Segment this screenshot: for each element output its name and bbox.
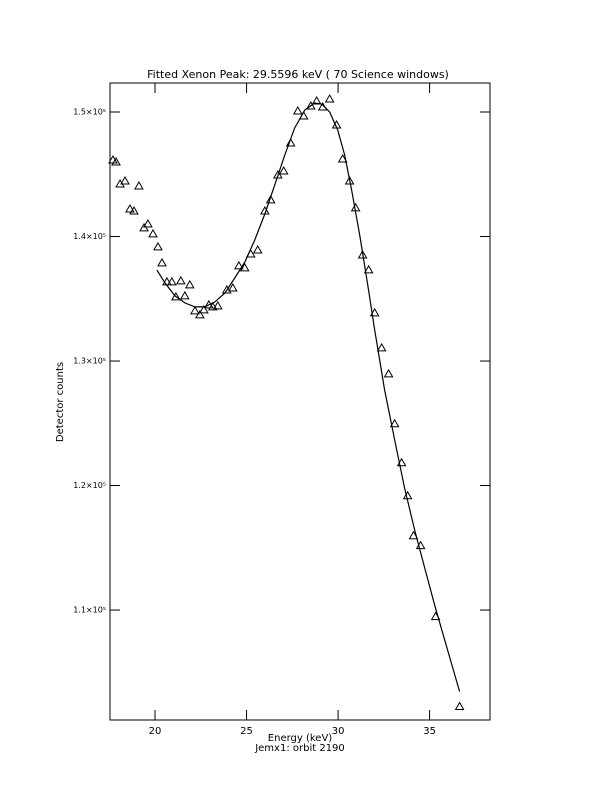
data-point — [402, 490, 413, 500]
data-point — [350, 202, 361, 212]
data-point — [227, 282, 238, 292]
data-point — [221, 284, 232, 294]
data-point — [396, 457, 407, 467]
data-point — [324, 94, 335, 103]
data-point — [239, 262, 250, 272]
plot-frame — [109, 82, 491, 721]
subtitle: Jemx1: orbit 2190 — [254, 743, 345, 754]
data-point — [430, 611, 441, 621]
data-point — [331, 119, 342, 129]
data-point — [153, 241, 163, 251]
data-point — [203, 299, 214, 309]
data-point — [383, 368, 394, 378]
data-point — [120, 175, 130, 185]
data-point — [157, 257, 167, 267]
data-point — [129, 205, 139, 215]
data-point — [285, 138, 296, 147]
y-tick-label: 1.4×10⁵ — [73, 232, 106, 241]
data-point — [259, 205, 270, 215]
x-tick-label: 30 — [332, 726, 345, 737]
x-tick-label: 20 — [149, 726, 162, 737]
data-point — [278, 166, 289, 175]
data-point — [125, 203, 135, 213]
data-point — [175, 275, 186, 285]
data-point — [171, 291, 181, 301]
data-point — [363, 264, 374, 274]
data-point — [199, 304, 209, 314]
y-tick-label: 1.1×10⁵ — [73, 606, 106, 615]
data-point — [389, 418, 400, 428]
y-tick-label: 1.2×10⁵ — [73, 481, 106, 490]
x-tick-label: 35 — [423, 726, 436, 737]
data-point — [167, 276, 177, 286]
data-point — [195, 309, 205, 319]
data-point — [111, 156, 121, 166]
y-tick-label: 1.5×10⁵ — [73, 108, 106, 117]
chart-title: Fitted Xenon Peak: 29.5596 keV ( 70 Scie… — [147, 68, 449, 81]
data-point — [376, 342, 387, 352]
data-point — [234, 260, 244, 270]
data-point — [317, 102, 328, 111]
data-point — [454, 701, 465, 711]
data-point — [252, 244, 263, 254]
y-tick-label: 1.3×10⁵ — [73, 357, 106, 366]
fit-curve — [156, 102, 461, 692]
data-point — [245, 248, 256, 258]
data-point — [115, 178, 125, 188]
data-point — [298, 110, 309, 120]
data-point — [162, 276, 172, 286]
data-point — [344, 175, 355, 185]
y-axis-label: Detector counts — [55, 362, 66, 442]
data-point — [357, 249, 368, 259]
data-point — [184, 279, 195, 289]
data-point — [148, 228, 158, 238]
data-point — [415, 540, 426, 550]
x-axis-label: Energy (keV) — [268, 733, 333, 744]
data-point — [408, 530, 419, 540]
data-point — [134, 180, 144, 190]
data-point — [180, 290, 190, 300]
data-point — [190, 305, 200, 315]
data-point — [265, 194, 276, 204]
data-point — [337, 153, 348, 163]
data-point — [305, 101, 316, 110]
data-point — [292, 106, 303, 115]
data-point — [369, 307, 380, 317]
data-point — [311, 96, 322, 105]
data-point — [212, 300, 223, 310]
data-point — [143, 218, 153, 228]
x-tick-label: 25 — [240, 726, 253, 737]
